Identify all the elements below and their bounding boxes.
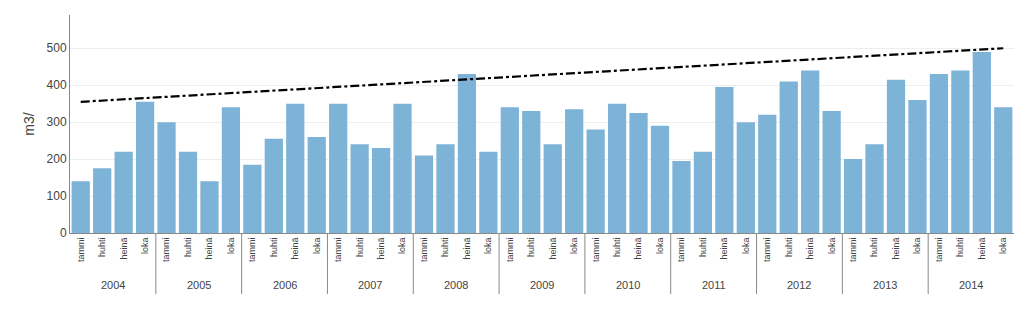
svg-text:heinä: heinä [805,238,815,260]
svg-text:huhti: huhti [698,238,708,258]
svg-text:heinä: heinä [462,238,472,260]
svg-text:huhti: huhti [183,238,193,258]
svg-text:huhti: huhti [355,238,365,258]
svg-text:huhti: huhti [526,238,536,258]
svg-text:tammi: tammi [848,238,858,263]
svg-text:heinä: heinä [376,238,386,260]
svg-text:heinä: heinä [204,238,214,260]
svg-text:2005: 2005 [187,279,211,291]
svg-text:heinä: heinä [290,238,300,260]
svg-text:2004: 2004 [101,279,125,291]
svg-text:loka: loka [140,238,150,255]
svg-text:huhti: huhti [440,238,450,258]
svg-text:2007: 2007 [358,279,382,291]
svg-text:loka: loka [827,238,837,255]
svg-text:2009: 2009 [530,279,554,291]
svg-text:tammi: tammi [419,238,429,263]
svg-text:loka: loka [912,238,922,255]
svg-text:tammi: tammi [505,238,515,263]
svg-text:tammi: tammi [762,238,772,263]
svg-text:2008: 2008 [444,279,468,291]
svg-text:huhti: huhti [784,238,794,258]
svg-text:2006: 2006 [273,279,297,291]
svg-text:loka: loka [741,238,751,255]
svg-text:loka: loka [569,238,579,255]
svg-text:tammi: tammi [934,238,944,263]
svg-text:m3/: m3/ [21,112,37,135]
svg-text:heinä: heinä [119,238,129,260]
svg-text:huhti: huhti [97,238,107,258]
svg-text:heinä: heinä [633,238,643,260]
svg-text:tammi: tammi [333,238,343,263]
svg-text:200: 200 [47,152,67,166]
svg-text:huhti: huhti [612,238,622,258]
svg-text:heinä: heinä [719,238,729,260]
svg-text:300: 300 [47,115,67,129]
svg-text:tammi: tammi [591,238,601,263]
svg-text:heinä: heinä [548,238,558,260]
svg-text:tammi: tammi [247,238,257,263]
svg-text:loka: loka [998,238,1008,255]
svg-text:loka: loka [655,238,665,255]
svg-text:500: 500 [47,41,67,55]
svg-text:loka: loka [397,238,407,255]
svg-text:huhti: huhti [955,238,965,258]
svg-text:2014: 2014 [959,279,983,291]
svg-text:tammi: tammi [676,238,686,263]
svg-text:huhti: huhti [269,238,279,258]
svg-text:loka: loka [226,238,236,255]
svg-text:loka: loka [312,238,322,255]
svg-text:2012: 2012 [787,279,811,291]
svg-text:400: 400 [47,78,67,92]
svg-text:tammi: tammi [161,238,171,263]
svg-text:huhti: huhti [869,238,879,258]
svg-text:100: 100 [47,189,67,203]
svg-text:heinä: heinä [891,238,901,260]
svg-text:2013: 2013 [873,279,897,291]
svg-text:loka: loka [483,238,493,255]
svg-text:heinä: heinä [977,238,987,260]
svg-text:tammi: tammi [76,238,86,263]
svg-text:2010: 2010 [616,279,640,291]
svg-text:2011: 2011 [702,279,726,291]
svg-text:0: 0 [60,226,67,240]
